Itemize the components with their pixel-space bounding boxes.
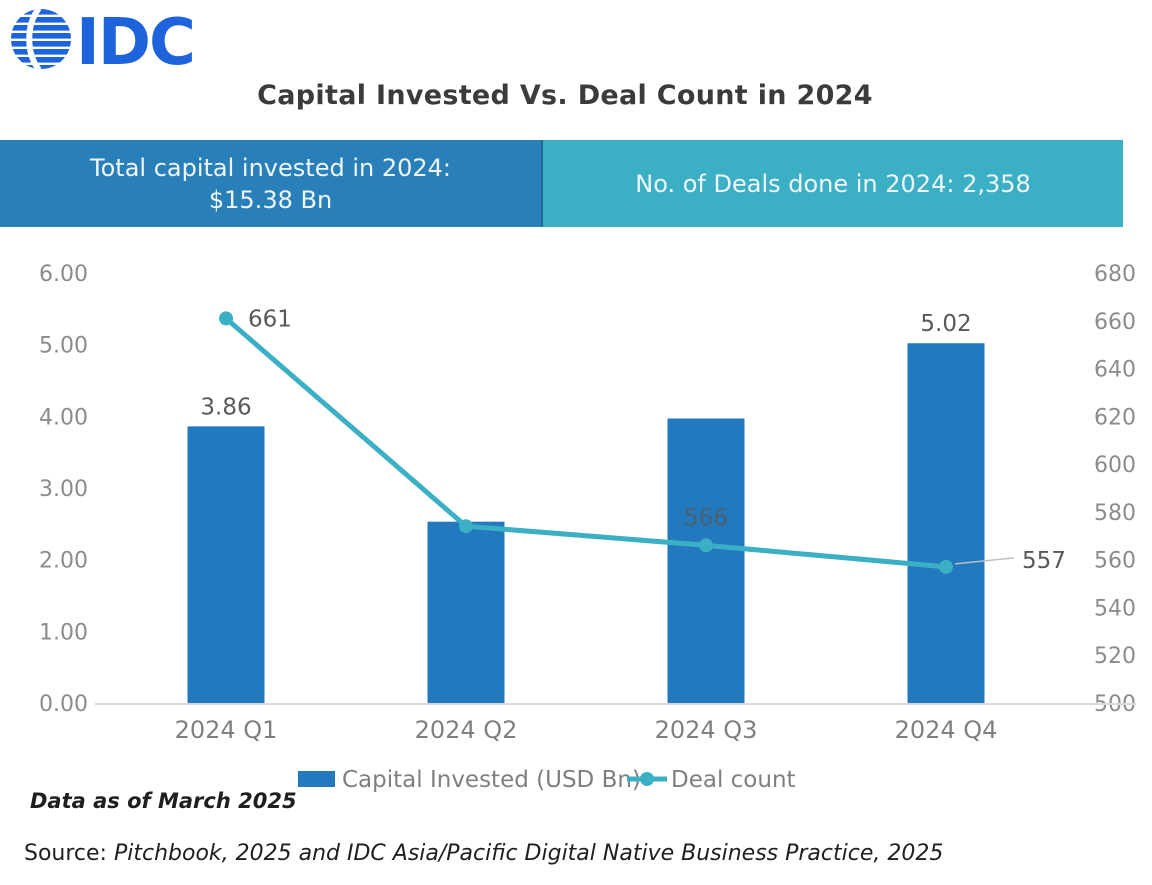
data-as-of-note: Data as of March 2025: [30, 789, 297, 813]
legend-line-marker: [640, 772, 654, 786]
deal-count-line: [224, 316, 947, 570]
right-axis-tick: 620: [1094, 405, 1136, 430]
total-capital-line1: Total capital invested in 2024:: [90, 153, 451, 182]
deal-count-marker: [459, 519, 473, 534]
left-axis-tick: 0.00: [39, 692, 88, 717]
globe-icon: [11, 9, 71, 69]
source-citation: Pitchbook, 2025 and IDC Asia/Pacific Dig…: [113, 841, 944, 866]
bar-2024-q4: [907, 343, 985, 703]
x-axis-category: 2024 Q4: [895, 716, 998, 744]
legend-bar-label: Capital Invested (USD Bn): [342, 767, 641, 793]
right-axis-tick: 580: [1094, 501, 1136, 526]
banner-row: Total capital invested in 2024: $15.38 B…: [0, 140, 1123, 227]
source-prefix: Source:: [24, 841, 114, 866]
left-axis-tick: 3.00: [39, 477, 88, 502]
bar-label: 3.86: [200, 394, 251, 420]
bar-2024-q1: [187, 426, 265, 703]
x-axis-category: 2024 Q2: [415, 716, 518, 744]
x-axis-category: 2024 Q3: [655, 716, 758, 744]
deal-count-text: No. of Deals done in 2024: 2,358: [635, 169, 1031, 198]
source-note: Source: Pitchbook, 2025 and IDC Asia/Pac…: [24, 841, 943, 866]
deal-count-marker: [699, 538, 713, 553]
deal-count-banner: No. of Deals done in 2024: 2,358: [543, 140, 1123, 227]
right-axis-tick: 540: [1094, 596, 1136, 621]
idc-logo: IDC: [11, 6, 196, 76]
point-label: 557: [1022, 548, 1066, 574]
right-axis-tick: 560: [1094, 549, 1136, 574]
combo-chart: 6.00 5.00 4.00 3.00 2.00 1.00 0.00 680 660 640 620…: [39, 262, 1136, 793]
left-axis-tick: 2.00: [39, 549, 88, 574]
label-leader-line: [954, 557, 1015, 565]
right-axis-tick: 600: [1094, 453, 1136, 478]
right-axis-tick: 640: [1094, 358, 1136, 383]
left-axis-tick: 1.00: [39, 620, 88, 645]
bar-2024-q2: [427, 521, 505, 703]
total-capital-banner: Total capital invested in 2024: $15.38 B…: [0, 140, 544, 227]
deal-count-marker: [939, 559, 953, 574]
point-label: 566: [684, 505, 728, 531]
legend-bar-swatch: [298, 771, 335, 787]
logo-text: IDC: [76, 6, 194, 76]
deal-count-marker: [219, 311, 233, 326]
legend-line-label: Deal count: [671, 767, 796, 793]
left-axis-tick: 4.00: [39, 405, 88, 430]
x-axis-category: 2024 Q1: [175, 716, 278, 744]
right-axis-tick: 520: [1094, 644, 1136, 669]
chart-title: Capital Invested Vs. Deal Count in 2024: [257, 80, 873, 111]
total-capital-line2: $15.38 Bn: [208, 185, 333, 214]
right-axis-tick: 680: [1094, 262, 1136, 287]
left-axis-tick: 6.00: [39, 262, 88, 287]
bar-label: 5.02: [920, 311, 971, 337]
left-axis-tick: 5.00: [39, 334, 88, 359]
point-label: 661: [248, 306, 292, 332]
bar-2024-q3: [667, 418, 745, 703]
right-axis-tick: 660: [1094, 310, 1136, 335]
